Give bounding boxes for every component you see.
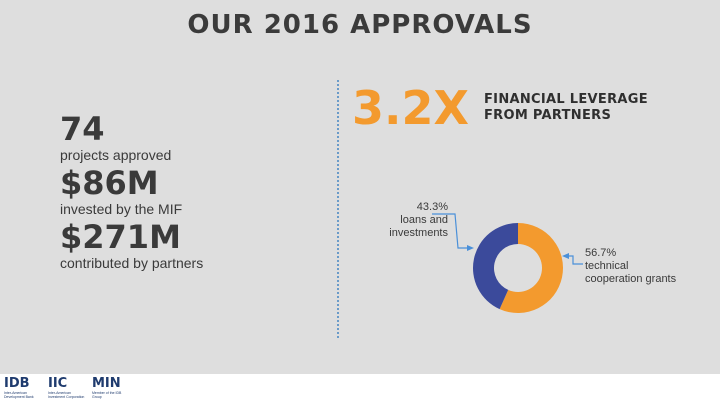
stat-mif-value: $86M <box>60 164 159 202</box>
slide-title: OUR 2016 APPROVALS <box>187 10 533 40</box>
iic-logo-word: IIC <box>48 376 68 391</box>
leverage-label: FINANCIAL LEVERAGE FROM PARTNERS <box>484 92 648 123</box>
mif-logo-sub: Member of the IDB Group <box>92 391 122 399</box>
iic-logo-sub: Inter-American Investment Corporation <box>48 391 85 399</box>
leader-arrow-grants <box>562 253 569 259</box>
leader-line-grants <box>566 255 583 265</box>
slice-percent-grants: 56.7% <box>585 247 617 259</box>
stat-projects-value: 74 <box>60 110 105 148</box>
donut-slice-loans <box>472 223 518 310</box>
slice-label-loans: 43.3% loans and investments <box>352 201 448 240</box>
mif-logo: MIN Member of the IDB Group <box>92 377 126 403</box>
leader-line-loans <box>432 213 470 249</box>
mif-logo-word: MIN <box>92 376 121 391</box>
slice-name-grants: technical cooperation grants <box>585 260 677 285</box>
iic-logo: IIC Inter-American Investment Corporatio… <box>48 377 88 403</box>
slice-name-loans: loans and investments <box>389 214 448 239</box>
idb-logo-sub: Inter-American Development Bank <box>4 391 34 399</box>
idb-logo: IDB Inter-American Development Bank <box>4 377 42 403</box>
stat-partners-label: contributed by partners <box>60 255 204 271</box>
donut-slice-grants <box>499 223 563 313</box>
slice-percent-loans: 43.3% <box>416 201 448 213</box>
idb-logo-word: IDB <box>4 376 30 391</box>
leverage-value: 3.2X <box>352 81 469 135</box>
stat-partners-value: $271M <box>60 218 181 256</box>
leader-arrow-loans <box>467 245 474 251</box>
slice-label-grants: 56.7% technical cooperation grants <box>585 247 685 286</box>
stats-block: 74 projects approved $86M invested by th… <box>60 112 320 274</box>
stat-projects-label: projects approved <box>60 147 172 163</box>
footer-logo-bar: IDB Inter-American Development Bank IIC … <box>0 374 720 405</box>
stat-mif-label: invested by the MIF <box>60 201 183 217</box>
vertical-divider <box>337 80 339 338</box>
